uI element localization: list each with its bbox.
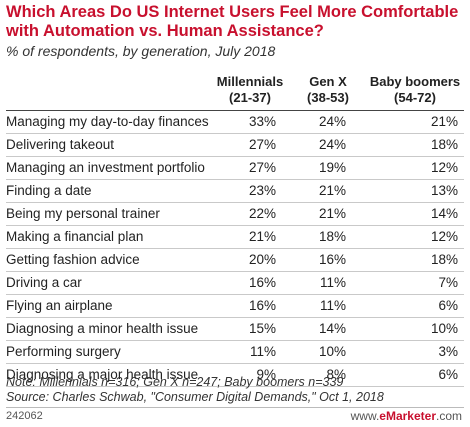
cell-value: 14%: [430, 206, 458, 221]
table-row: Delivering takeout 27% 24% 18%: [6, 134, 464, 157]
footnote-note: Note: Millennials n=316; Gen X n=247; Ba…: [6, 375, 344, 389]
cell-value: 22%: [248, 206, 276, 221]
cell-value: 10%: [430, 321, 458, 336]
row-label: Making a financial plan: [6, 229, 144, 244]
cell-value: 14%: [318, 321, 346, 336]
table-row: Managing my day-to-day finances 33% 24% 21%: [6, 111, 464, 134]
cell-value: 21%: [318, 183, 346, 198]
cell-value: 24%: [318, 114, 346, 129]
brand-logo: www.eMarketer.com: [350, 409, 462, 423]
chart-subtitle: % of respondents, by generation, July 20…: [6, 43, 276, 59]
table-row: Making a financial plan 21% 18% 12%: [6, 226, 464, 249]
data-table: Managing my day-to-day finances 33% 24% 21%…: [6, 111, 464, 387]
table-row: Diagnosing a minor health issue 15% 14% 10%: [6, 318, 464, 341]
cell-value: 13%: [430, 183, 458, 198]
cell-value: 16%: [248, 298, 276, 313]
cell-value: 11%: [319, 275, 346, 290]
cell-value: 8%: [326, 367, 346, 382]
cell-value: 23%: [248, 183, 276, 198]
column-header-millennials: Millennials (21-37): [215, 74, 285, 106]
footnote: Note: Millennials n=316; Gen X n=247; Ba…: [6, 375, 466, 405]
cell-value: 12%: [430, 160, 458, 175]
column-header-name: Millennials: [216, 74, 284, 89]
row-label: Flying an airplane: [6, 298, 113, 313]
table-row: Diagnosing a major health issue 9% 8% 6%: [6, 364, 464, 387]
cell-value: 21%: [248, 229, 276, 244]
chart-id: 242062: [6, 410, 43, 422]
row-label: Diagnosing a minor health issue: [6, 321, 199, 336]
column-header-sub: (38-53): [307, 90, 349, 105]
table-row: Flying an airplane 16% 11% 6%: [6, 295, 464, 318]
cell-value: 11%: [319, 298, 346, 313]
row-label: Performing surgery: [6, 344, 121, 359]
column-header-name: Gen X: [309, 74, 347, 89]
row-label: Driving a car: [6, 275, 82, 290]
cell-value: 27%: [248, 160, 276, 175]
cell-value: 12%: [430, 229, 458, 244]
cell-value: 3%: [438, 344, 458, 359]
table-row: Getting fashion advice 20% 16% 18%: [6, 249, 464, 272]
column-header-sub: (21-37): [229, 90, 271, 105]
cell-value: 18%: [318, 229, 346, 244]
footnote-source: Source: Charles Schwab, "Consumer Digita…: [6, 390, 384, 404]
cell-value: 24%: [318, 137, 346, 152]
row-label: Delivering takeout: [6, 137, 115, 152]
row-label: Managing my day-to-day finances: [6, 114, 209, 129]
cell-value: 16%: [318, 252, 346, 267]
cell-value: 18%: [430, 252, 458, 267]
cell-value: 15%: [248, 321, 276, 336]
cell-value: 20%: [248, 252, 276, 267]
footer-divider: [6, 407, 464, 408]
cell-value: 6%: [438, 298, 458, 313]
cell-value: 33%: [248, 114, 276, 129]
column-header-baby-boomers: Baby boomers (54-72): [365, 74, 465, 106]
column-header-sub: (54-72): [394, 90, 436, 105]
cell-value: 27%: [248, 137, 276, 152]
cell-value: 7%: [438, 275, 458, 290]
column-header-genx: Gen X (38-53): [298, 74, 358, 106]
chart-title: Which Areas Do US Internet Users Feel Mo…: [6, 3, 459, 40]
row-label: Diagnosing a major health issue: [6, 367, 199, 382]
cell-value: 19%: [318, 160, 346, 175]
cell-value: 21%: [430, 114, 458, 129]
table-row: Finding a date 23% 21% 13%: [6, 180, 464, 203]
table-row: Performing surgery 11% 10% 3%: [6, 341, 464, 364]
row-label: Finding a date: [6, 183, 92, 198]
row-label: Managing an investment portfolio: [6, 160, 205, 175]
row-label: Getting fashion advice: [6, 252, 140, 267]
table-row: Being my personal trainer 22% 21% 14%: [6, 203, 464, 226]
cell-value: 10%: [318, 344, 346, 359]
cell-value: 18%: [430, 137, 458, 152]
cell-value: 9%: [256, 367, 276, 382]
table-row: Driving a car 16% 11% 7%: [6, 272, 464, 295]
cell-value: 11%: [249, 344, 276, 359]
row-label: Being my personal trainer: [6, 206, 160, 221]
cell-value: 16%: [248, 275, 276, 290]
cell-value: 6%: [438, 367, 458, 382]
table-row: Managing an investment portfolio 27% 19% 12…: [6, 157, 464, 180]
header-divider: [6, 110, 464, 111]
cell-value: 21%: [318, 206, 346, 221]
column-header-name: Baby boomers: [369, 74, 461, 89]
